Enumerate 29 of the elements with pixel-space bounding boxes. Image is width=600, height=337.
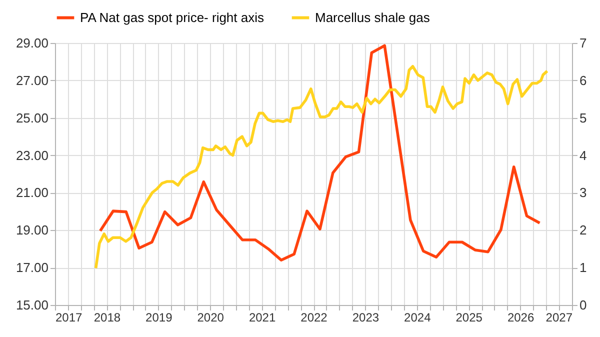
x-tick-label: 2019: [146, 310, 173, 324]
y-tick-label: 21.00: [16, 185, 48, 200]
y2-tick-label: 6: [580, 72, 587, 88]
x-tick-label: 2023: [352, 310, 380, 324]
legend-label: PA Nat gas spot price- right axis: [80, 10, 265, 25]
y2-tick-label: 1: [580, 260, 587, 276]
x-tick-label: 2027: [546, 310, 573, 324]
x-tick-label: 2018: [94, 310, 121, 324]
y-tick-label: 19.00: [16, 222, 48, 238]
y-tick-label: 15.00: [16, 298, 48, 312]
x-tick-label: 2021: [248, 310, 276, 324]
x-tick-label: 2026: [507, 310, 534, 324]
y-tick-label: 23.00: [16, 148, 48, 163]
y-tick-label: 25.00: [16, 110, 48, 126]
x-tick-label: 2022: [300, 310, 328, 324]
y2-tick-label: 7: [580, 36, 587, 50]
x-tick-label: 2024: [404, 310, 432, 324]
y2-tick-label: 2: [580, 222, 587, 238]
x-tick-label: 2020: [197, 310, 224, 324]
y2-tick-label: 0: [580, 298, 587, 312]
y-tick-label: 27.00: [16, 72, 48, 88]
x-tick-label: 2017: [56, 310, 83, 324]
y2-tick-label: 5: [580, 110, 587, 126]
legend-label: Marcellus shale gas: [315, 10, 430, 25]
y-tick-label: 17.00: [16, 260, 48, 276]
y2-tick-label: 4: [580, 148, 587, 163]
y-tick-label: 29.00: [16, 36, 48, 50]
y2-tick-label: 3: [580, 185, 587, 200]
x-tick-label: 2025: [456, 310, 483, 324]
